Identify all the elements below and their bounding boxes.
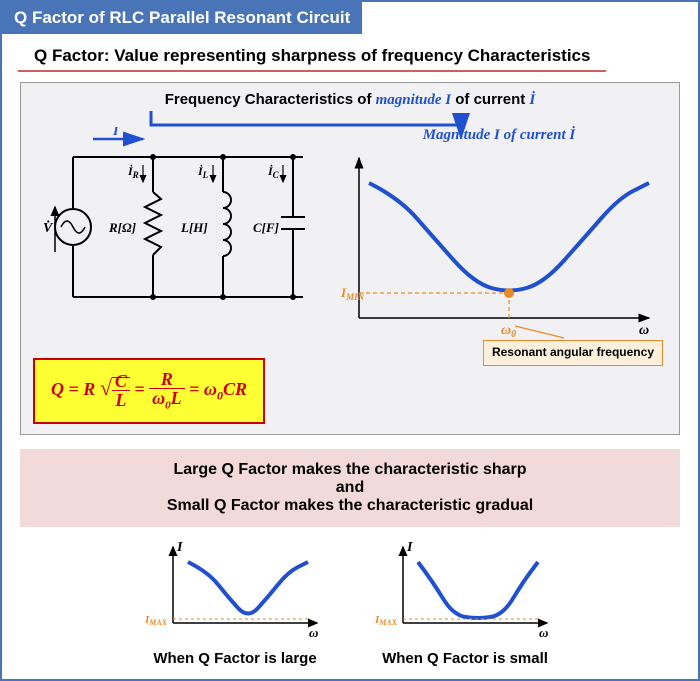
svg-text:İL: İL [197,164,209,180]
panel-title-mid: of current [451,91,529,108]
mini-large-svg: IMAX Iω [145,541,325,641]
resonant-callout: Resonant angular frequency [483,340,663,366]
svg-text:IMIN: IMIN [340,285,365,302]
mini-small-q: IMAX Iω When Q Factor is small [375,541,555,667]
panel-title-mag: magnitude I [376,92,451,108]
mini-large-q: IMAX Iω When Q Factor is large [145,541,325,667]
mini-cap-large: When Q Factor is large [145,650,325,667]
svg-text:ω: ω [539,625,548,640]
svg-text:I: I [406,541,413,555]
main-chart-svg: IMIN ω0 ω [339,148,659,343]
circ-L: L[H] [180,220,208,235]
svg-text:ω0: ω0 [501,323,516,340]
svg-text:I: I [176,541,183,555]
pink-l1: Large Q Factor makes the characteristic … [40,461,660,479]
pink-l2: and [40,479,660,497]
svg-text:ω: ω [309,625,318,640]
page-frame: Q Factor of RLC Parallel Resonant Circui… [0,0,700,681]
svg-text:ω: ω [639,323,649,338]
title-bar: Q Factor of RLC Parallel Resonant Circui… [2,2,362,34]
main-panel: Frequency Characteristics of magnitude I… [20,82,680,435]
mini-cap-small: When Q Factor is small [375,650,555,667]
panel-title-pre: Frequency Characteristics of [165,91,376,108]
pink-summary: Large Q Factor makes the characteristic … [20,449,680,527]
chart-title: Magnitude I of current İ [339,127,659,144]
subtitle: Q Factor: Value representing sharpness o… [18,38,606,72]
pink-l3: Small Q Factor makes the characteristic … [40,497,660,515]
circuit-V: V̇ [43,219,54,236]
circuit-diagram: İ V̇ İR [33,127,323,317]
main-chart: Magnitude I of current İ IMINω0ω Resonan… [339,127,659,348]
svg-text:IMAX: IMAX [145,614,168,627]
svg-text:İC: İC [267,164,280,180]
panel-title-cur: İ [529,92,535,108]
svg-text:İR: İR [127,164,139,180]
mini-small-svg: IMAX Iω [375,541,555,641]
circ-C: C[F] [253,220,279,235]
svg-text:IMAX: IMAX [375,614,398,627]
q-formula: Q = R √CL = Rω0L = ω0CR [33,358,265,424]
mini-charts-row: IMAX Iω When Q Factor is large IMAX Iω Whe… [2,541,698,667]
circ-R: R[Ω] [108,220,136,235]
